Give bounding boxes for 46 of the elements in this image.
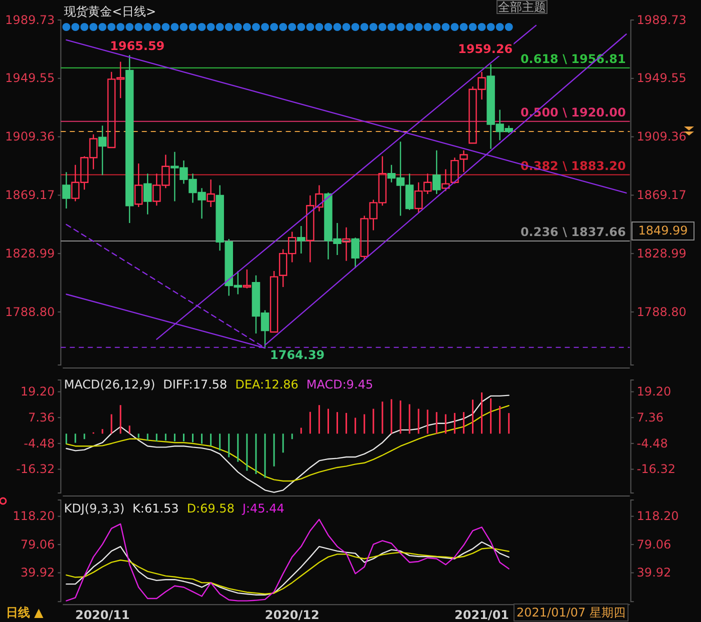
x-tick-label: 2021/01 bbox=[454, 608, 510, 622]
y-tick-label: 19.20 bbox=[20, 384, 55, 399]
text: 全部主题 bbox=[498, 0, 546, 14]
y-tick-label: 1949.55 bbox=[5, 71, 55, 86]
series-label: MACD:9.45 bbox=[306, 377, 374, 392]
annotation: 1764.39 bbox=[270, 348, 325, 362]
y-tick-label: 1828.99 bbox=[5, 246, 55, 260]
annotation: 1965.59 bbox=[110, 39, 165, 53]
y-tick-label: 1909.36 bbox=[5, 130, 55, 144]
y2-tick-label: -4.48 bbox=[636, 436, 668, 450]
ref-line-label: 0.236 \ 1837.66 bbox=[520, 224, 626, 239]
x-tick-label: 2020/12 bbox=[264, 608, 320, 622]
y-tick-label: 118.20 bbox=[12, 509, 55, 524]
y2-tick-label: 39.92 bbox=[636, 566, 672, 580]
y-tick-label: 1788.80 bbox=[5, 304, 55, 319]
chart-title: MACD(26,12,9) bbox=[64, 377, 156, 392]
text: 日线 ▲ bbox=[6, 605, 44, 620]
annotation: 1959.26 bbox=[458, 42, 513, 56]
text: DEA:12.86 bbox=[235, 377, 298, 392]
text: J:45.44 bbox=[241, 501, 284, 516]
text: 1849.99 bbox=[638, 223, 688, 238]
y2-tick-label: 79.06 bbox=[636, 537, 672, 552]
y-tick-label: 39.92 bbox=[20, 566, 55, 580]
y2-tick-label: 1909.36 bbox=[636, 130, 686, 144]
y2-tick-label: 1869.17 bbox=[636, 188, 686, 202]
y-tick-label: 1869.17 bbox=[5, 188, 55, 202]
y2-tick-label: 1949.55 bbox=[636, 71, 686, 86]
text: 2021/01/07 星期四 bbox=[516, 605, 626, 620]
chart-title: 现货黄金<日线> bbox=[64, 4, 156, 18]
y2-tick-label: 19.20 bbox=[636, 384, 672, 399]
y2-tick-label: -16.32 bbox=[636, 462, 676, 476]
y-tick-label: -16.32 bbox=[16, 462, 55, 476]
y2-tick-label: 1989.73 bbox=[636, 12, 686, 27]
y-tick-label: 1989.73 bbox=[5, 12, 55, 27]
y2-tick-label: 1828.99 bbox=[636, 246, 686, 260]
text: D:69.58 bbox=[186, 501, 234, 516]
chart-title: KDJ(9,3,3) bbox=[64, 501, 125, 516]
y2-tick-label: 1788.80 bbox=[636, 304, 686, 319]
text: K:61.53 bbox=[132, 501, 179, 516]
y2-tick-label: 7.36 bbox=[636, 410, 664, 424]
x-tick-label: 2020/11 bbox=[75, 608, 130, 622]
y-tick-label: 7.36 bbox=[28, 410, 55, 424]
text: DIFF:17.58 bbox=[163, 377, 228, 392]
y-tick-label: -4.48 bbox=[24, 436, 55, 450]
y-tick-label: 79.06 bbox=[20, 537, 55, 552]
y2-tick-label: 118.20 bbox=[636, 509, 679, 524]
